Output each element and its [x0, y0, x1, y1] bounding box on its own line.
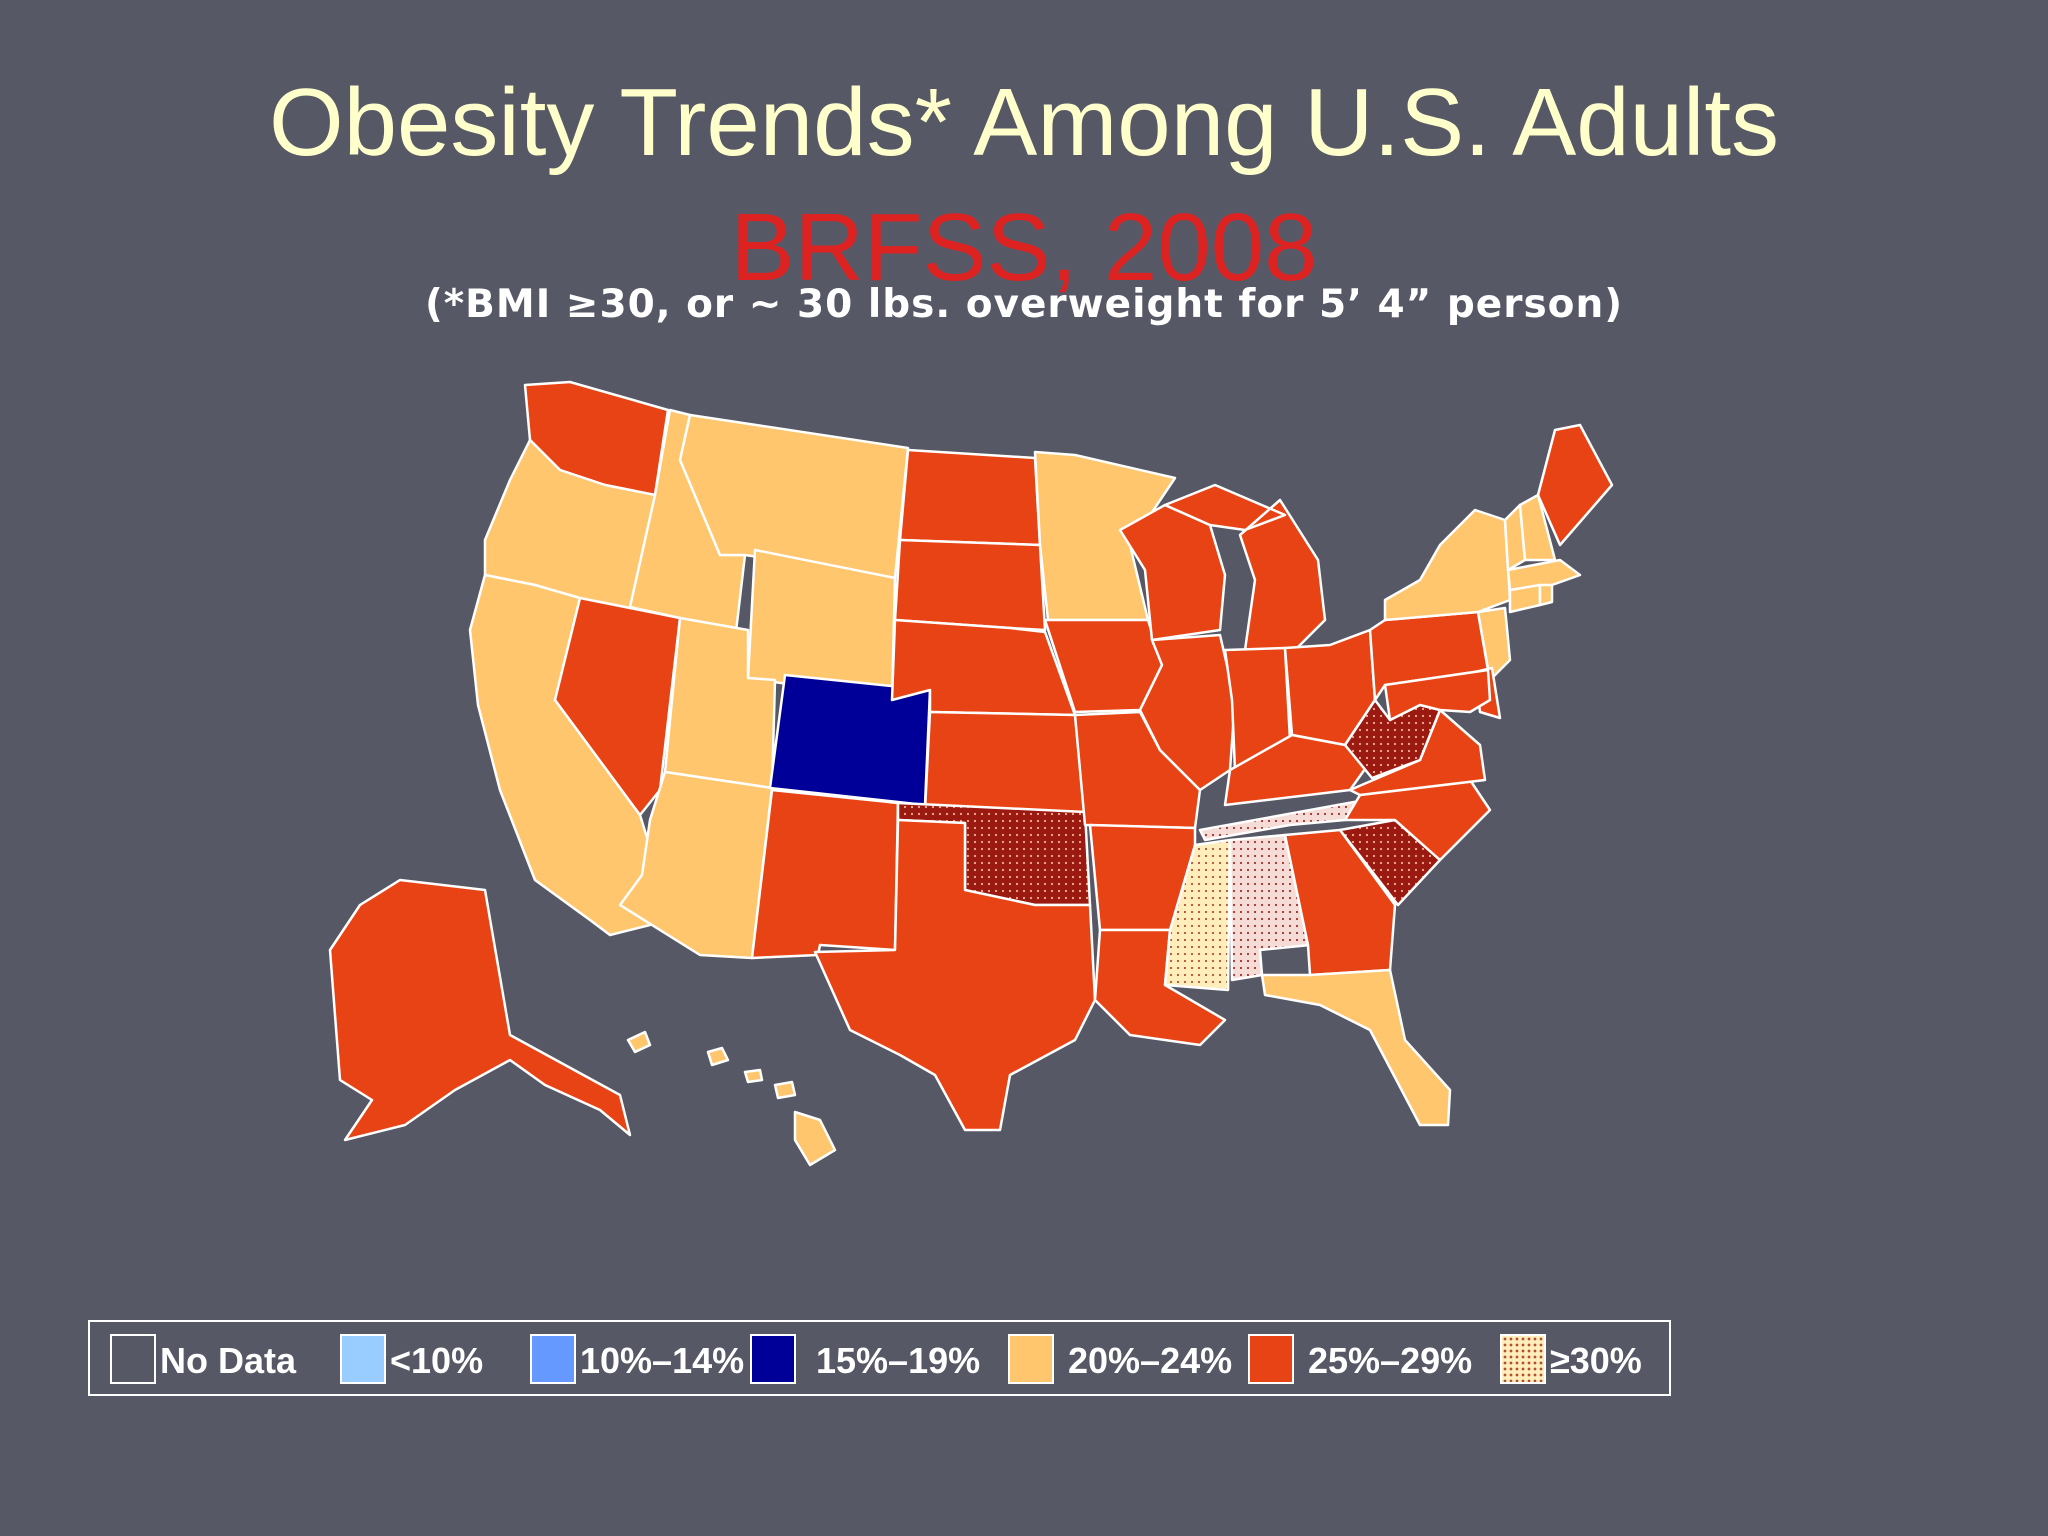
- map-legend: No Data <10% 10%–14% 15%–19% 20%–24% 25%…: [88, 1320, 1671, 1396]
- state-mi: [1163, 483, 1327, 657]
- state-ks: [923, 710, 1087, 817]
- legend-label-25-29: 25%–29%: [1308, 1340, 1473, 1381]
- state-ak: [328, 878, 632, 1142]
- legend-label-30-plus: ≥30%: [1550, 1340, 1642, 1381]
- legend-swatch-under-10: [340, 1334, 386, 1384]
- legend-swatch-20-24: [1008, 1334, 1054, 1384]
- state-wy: [746, 548, 897, 702]
- state-ms: [1163, 838, 1232, 992]
- state-nd: [898, 448, 1042, 547]
- state-mn: [1033, 450, 1177, 622]
- state-ny: [1383, 508, 1512, 622]
- state-nm: [750, 788, 900, 960]
- state-tx: [813, 818, 1097, 1132]
- state-hi: [626, 1030, 837, 1167]
- state-mt: [678, 413, 910, 580]
- legend-swatch-no-data: [110, 1334, 156, 1384]
- state-ct: [1508, 583, 1542, 614]
- bmi-footnote: (*BMI ≥30, or ~ 30 lbs. overweight for 5…: [424, 282, 1624, 327]
- legend-label-10-14: 10%–14%: [580, 1340, 745, 1381]
- state-tn: [1198, 798, 1367, 842]
- legend-label-20-24: 20%–24%: [1068, 1340, 1233, 1381]
- legend-swatch-25-29: [1248, 1334, 1294, 1384]
- state-me: [1536, 423, 1614, 547]
- legend-label-under-10: <10%: [390, 1340, 484, 1381]
- state-fl: [1260, 968, 1452, 1127]
- legend-swatch-10-14: [530, 1334, 576, 1384]
- state-sd: [893, 538, 1047, 632]
- slide-title: Obesity Trends* Among U.S. Adults: [268, 69, 1780, 176]
- legend-label-15-19: 15%–19%: [816, 1340, 981, 1381]
- slide-subtitle: BRFSS, 2008: [730, 194, 1318, 301]
- state-ma: [1506, 558, 1582, 592]
- legend-label-no-data: No Data: [160, 1340, 297, 1381]
- state-ri: [1538, 583, 1554, 607]
- legend-swatch-30-plus: [1500, 1334, 1546, 1384]
- state-nj: [1476, 606, 1512, 682]
- state-md: [1383, 668, 1492, 722]
- legend-swatch-15-19: [750, 1334, 796, 1384]
